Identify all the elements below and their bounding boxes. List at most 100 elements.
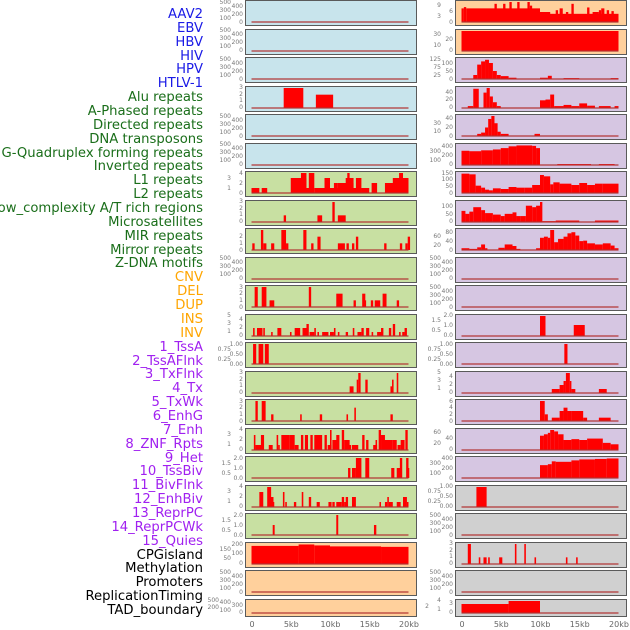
bar — [316, 501, 320, 507]
bar — [492, 188, 501, 193]
baseline — [251, 334, 409, 337]
panel-plot — [251, 230, 411, 251]
left-panel — [245, 0, 417, 26]
bar — [282, 491, 285, 507]
bar — [555, 461, 572, 478]
y-tick-label: 3 — [227, 174, 231, 182]
bar — [314, 327, 316, 336]
bar — [388, 501, 393, 507]
y-tick-label: 100 — [429, 469, 441, 477]
y-tick-label: 300 — [219, 63, 231, 71]
y-tick-label: 0.5 — [221, 526, 231, 534]
bar — [466, 8, 540, 22]
panel-plot — [461, 591, 619, 593]
baseline — [251, 391, 409, 394]
bar — [488, 556, 490, 564]
y-tick-label: 0.00 — [229, 360, 243, 368]
right-panel — [455, 541, 627, 568]
bar — [540, 175, 544, 193]
y-tick-label: 0 — [449, 303, 453, 311]
y-tick-label: 100 — [429, 156, 441, 164]
bar — [553, 182, 560, 193]
panel-plot — [251, 401, 409, 422]
bar — [377, 331, 382, 336]
y-tick-label: 100 — [219, 43, 231, 50]
bar — [547, 237, 551, 250]
y-tick-label: 500 — [219, 27, 231, 34]
bar — [308, 496, 312, 507]
y-tick-label: 0.75 — [217, 345, 231, 353]
y-tick-label: 20 — [445, 123, 453, 131]
bar — [328, 501, 332, 507]
y-tick-label: 60 — [433, 428, 441, 436]
y-tick-label: 2 — [239, 179, 243, 187]
y-tick-label: 5 — [227, 312, 231, 319]
y-tick-label: 3 — [227, 320, 231, 327]
bar — [504, 213, 513, 222]
y-tick-label: 40 — [445, 237, 453, 245]
y-tick-label: 10 — [433, 41, 441, 49]
bar — [483, 92, 487, 108]
bar — [259, 491, 264, 507]
bar — [396, 501, 401, 507]
bar — [353, 300, 356, 307]
y-tick-label: 0 — [239, 303, 243, 311]
panel-plot — [251, 515, 409, 536]
bar — [391, 468, 395, 478]
y-tick-label: 0 — [239, 503, 243, 510]
bar — [500, 189, 509, 193]
bar — [260, 434, 265, 450]
bar — [563, 236, 568, 250]
left-panel — [245, 370, 417, 397]
bar — [381, 546, 409, 564]
bar — [255, 401, 258, 421]
feature-label: 8_ZNF_Rpts — [125, 436, 203, 452]
bar — [317, 331, 320, 336]
y-tick-label: 30 — [433, 119, 441, 127]
bar — [536, 205, 540, 222]
left-panel — [245, 57, 417, 83]
y-tick-label: 20 — [433, 440, 441, 448]
y-tick-label: 1 — [239, 382, 243, 390]
baseline — [251, 220, 409, 223]
bar — [602, 243, 611, 250]
bar — [573, 324, 585, 336]
bar — [485, 212, 493, 222]
baseline — [251, 192, 409, 194]
bar — [587, 105, 595, 108]
bar — [370, 300, 374, 307]
feature-label: Mirror repeats — [110, 242, 203, 258]
y-tick-label: 0 — [239, 446, 243, 453]
y-tick-label: 100 — [231, 550, 243, 558]
bar — [293, 501, 297, 507]
y-tick-label: 20 — [445, 96, 453, 104]
feature-label: 7_Enh — [162, 422, 203, 438]
y-tick-label: 100 — [441, 59, 453, 67]
right-panel — [455, 399, 627, 425]
bar — [399, 331, 401, 336]
right-panel — [455, 598, 627, 617]
bar — [545, 99, 551, 108]
bar — [550, 94, 555, 108]
y-tick-label: 100 — [219, 71, 231, 79]
bar — [264, 344, 269, 364]
panel-plot — [461, 543, 619, 565]
y-tick-label: 100 — [219, 14, 231, 22]
bar — [547, 464, 552, 478]
bar — [550, 230, 555, 250]
y-tick-label: 500 — [207, 597, 219, 604]
bar — [540, 435, 544, 450]
x-tick-label: 5kb — [493, 620, 509, 629]
y-tick-label: 1 — [239, 410, 243, 418]
right-panel — [455, 256, 627, 283]
y-tick-label: 0 — [449, 588, 453, 596]
bar — [492, 214, 501, 222]
y-tick-label: 100 — [219, 584, 231, 592]
bar — [463, 7, 467, 22]
bar — [333, 183, 338, 193]
bar — [308, 173, 315, 193]
bar — [558, 433, 564, 450]
x-tick-label: 0 — [249, 620, 255, 629]
panel-plot — [251, 49, 409, 52]
panel-plot — [461, 144, 619, 166]
